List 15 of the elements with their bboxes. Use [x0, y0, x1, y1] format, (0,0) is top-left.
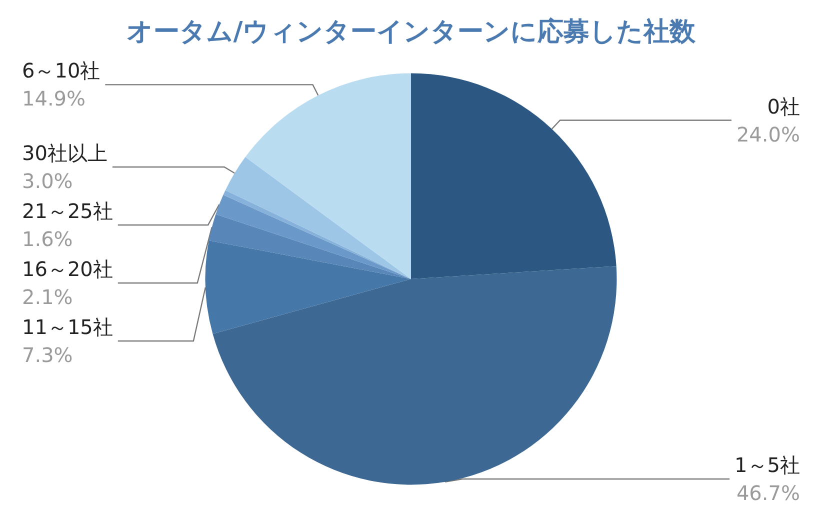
slice-label: 6～10社: [22, 58, 100, 83]
data-label: 46.7%: [736, 481, 800, 505]
slice-label: 16～20社: [22, 256, 113, 281]
data-label: 3.0%: [22, 168, 73, 193]
data-label: 24.0%: [736, 122, 800, 146]
data-label: 7.3%: [22, 342, 73, 367]
data-label: 14.9%: [22, 86, 86, 111]
slice-label: 21～25社: [22, 198, 113, 223]
data-label: 1.6%: [22, 226, 73, 251]
slice-label: 30社以上: [22, 140, 108, 165]
chart-title: オータム/ウィンターインターンに応募した社数: [126, 17, 697, 47]
slice-label: 11～15社: [22, 314, 113, 339]
data-label: 2.1%: [22, 284, 73, 309]
slice-label: 0社: [767, 94, 800, 118]
slice-label: 1～5社: [734, 453, 800, 477]
